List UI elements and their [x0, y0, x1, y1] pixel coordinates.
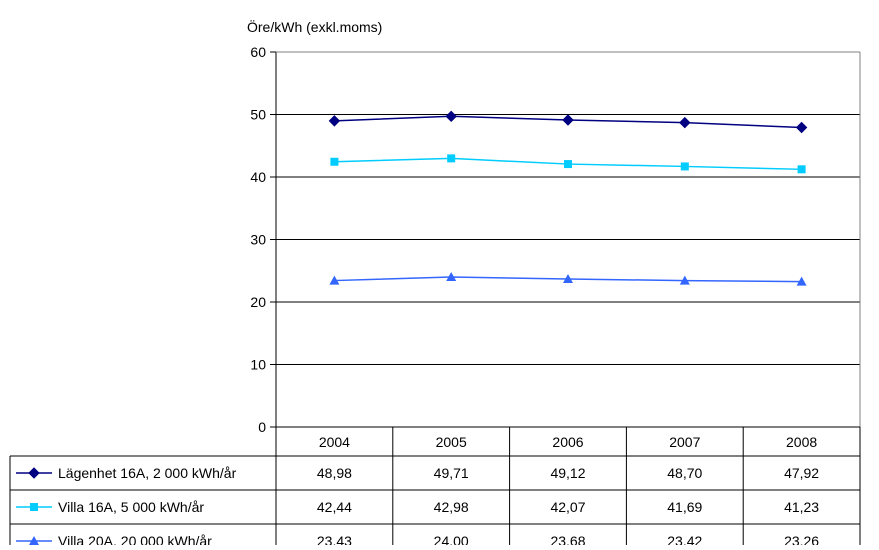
x-category-label: 2008 — [786, 434, 817, 450]
legend-label: Lägenhet 16A, 2 000 kWh/år — [58, 465, 237, 481]
data-table: 2004 2005 2006 2007 2008 Lägenhet 16A, 2 000 … — [9, 426, 861, 550]
data-point — [330, 157, 339, 166]
data-label: 23,68 — [550, 533, 585, 545]
y-tick-labels: 0 10 20 30 40 50 60 — [250, 44, 266, 435]
data-label: 48,98 — [317, 465, 352, 481]
x-category-label: 2005 — [436, 434, 467, 450]
data-point — [796, 276, 807, 286]
data-label: 24,00 — [434, 533, 469, 545]
series-markers — [328, 110, 808, 286]
data-point — [680, 162, 689, 171]
data-point — [329, 275, 340, 285]
legend-marker — [30, 503, 38, 511]
data-point — [446, 272, 457, 281]
y-tick-label: 30 — [250, 232, 266, 248]
legend-label: Villa 16A, 5 000 kWh/år — [58, 499, 204, 515]
data-label: 42,98 — [434, 499, 469, 515]
x-category-label: 2007 — [669, 434, 700, 450]
data-point — [447, 154, 456, 163]
data-point — [563, 274, 573, 283]
y-tick-label: 20 — [250, 294, 266, 310]
data-point — [445, 110, 457, 123]
legend-marker — [28, 467, 40, 479]
y-tick-label: 10 — [250, 357, 266, 373]
legend-marker — [29, 536, 39, 545]
data-point — [795, 121, 808, 134]
x-category-label: 2004 — [319, 434, 350, 450]
data-label: 42,44 — [317, 499, 352, 515]
data-label: 42,07 — [550, 499, 585, 515]
data-label: 23,43 — [317, 533, 352, 545]
x-category-label: 2006 — [552, 434, 583, 450]
y-tick-label: 40 — [250, 169, 266, 185]
data-point — [679, 116, 691, 129]
y-tick-label: 60 — [250, 44, 266, 60]
series-lines — [334, 115, 802, 283]
data-label: 23,42 — [667, 533, 702, 545]
data-label: 49,71 — [434, 465, 469, 481]
y-tick-label: 50 — [250, 107, 266, 123]
data-point — [679, 275, 690, 285]
data-label: 41,69 — [667, 499, 702, 515]
data-point — [328, 115, 341, 127]
data-label: 23,26 — [784, 533, 819, 545]
data-point — [564, 160, 572, 169]
data-point — [562, 114, 574, 126]
data-label: 41,23 — [784, 499, 819, 515]
y-tick-label: 0 — [258, 419, 266, 435]
gridlines — [276, 51, 860, 365]
data-label: 48,70 — [667, 465, 702, 481]
data-label: 47,92 — [784, 465, 819, 481]
legend-label: Villa 20A, 20 000 kWh/år — [58, 533, 212, 545]
data-label: 49,12 — [550, 465, 585, 481]
axes — [270, 51, 861, 428]
y-axis-label: Öre/kWh (exkl.moms) — [247, 18, 382, 35]
data-point — [797, 165, 806, 174]
